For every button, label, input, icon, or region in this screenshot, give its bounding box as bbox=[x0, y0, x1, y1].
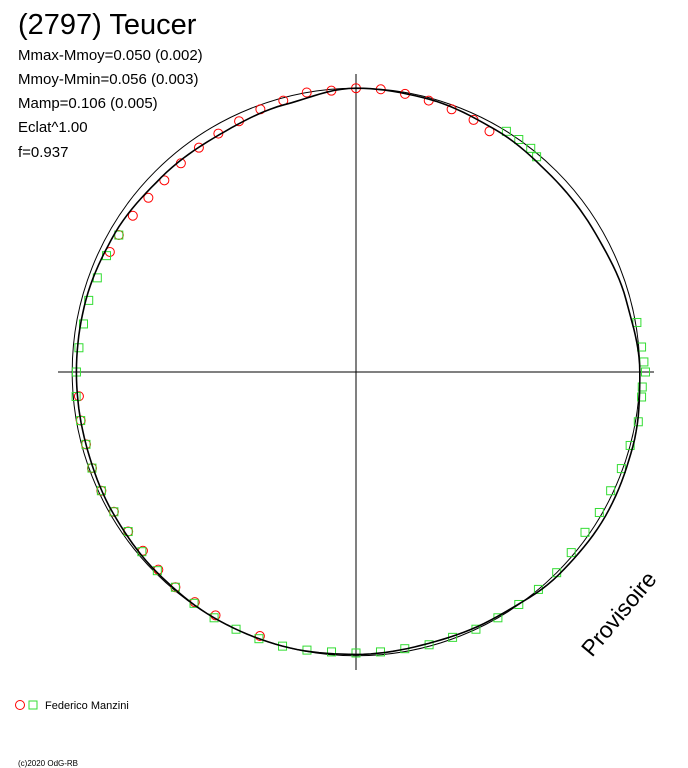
data-point bbox=[231, 624, 241, 634]
data-point bbox=[606, 486, 616, 496]
data-point bbox=[84, 295, 94, 305]
data-point bbox=[170, 582, 180, 592]
data-point bbox=[526, 143, 536, 153]
data-point bbox=[580, 527, 590, 537]
data-point bbox=[640, 367, 650, 377]
data-point bbox=[71, 391, 81, 401]
data-point bbox=[127, 210, 138, 221]
data-point bbox=[616, 464, 626, 474]
data-point bbox=[114, 230, 124, 240]
data-point bbox=[209, 613, 219, 623]
data-point bbox=[514, 135, 524, 145]
data-point bbox=[501, 126, 511, 136]
data-point bbox=[566, 548, 576, 558]
legend-marker bbox=[15, 700, 25, 710]
data-point bbox=[594, 507, 604, 517]
data-point bbox=[143, 192, 154, 203]
chart-title: (2797) Teucer bbox=[18, 9, 197, 41]
data-point bbox=[637, 382, 647, 392]
legend-label: Federico Manzini bbox=[45, 700, 129, 712]
data-point bbox=[193, 142, 204, 153]
fit-curve bbox=[75, 87, 641, 656]
data-point bbox=[152, 566, 162, 576]
data-point bbox=[189, 598, 199, 608]
credit: (c)2020 OdG-RB bbox=[18, 759, 78, 768]
data-point bbox=[74, 343, 84, 353]
data-point bbox=[278, 641, 288, 651]
data-point bbox=[327, 647, 337, 657]
data-point bbox=[514, 599, 524, 609]
data-point bbox=[625, 440, 635, 450]
stat: Mmax-Mmoy=0.050 (0.002) bbox=[18, 47, 203, 64]
data-point bbox=[254, 634, 264, 644]
data-point bbox=[159, 175, 170, 186]
data-point bbox=[96, 486, 106, 496]
data-point bbox=[301, 87, 312, 98]
legend-marker bbox=[28, 700, 38, 710]
stat: Mamp=0.106 (0.005) bbox=[18, 95, 158, 112]
stat: Mmoy-Mmin=0.056 (0.003) bbox=[18, 71, 198, 88]
data-point bbox=[78, 319, 88, 329]
data-point bbox=[637, 392, 647, 402]
stat: f=0.937 bbox=[18, 144, 68, 161]
stat: Eclat^1.00 bbox=[18, 119, 88, 136]
data-point bbox=[81, 439, 91, 449]
data-point bbox=[351, 648, 361, 658]
